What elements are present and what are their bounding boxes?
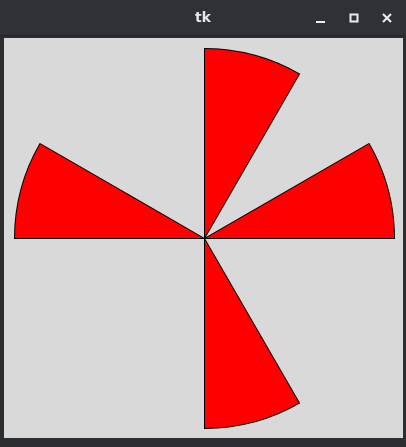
close-button[interactable] bbox=[378, 8, 398, 28]
window-bottom-border bbox=[0, 438, 406, 447]
minimize-icon bbox=[316, 21, 325, 23]
title-bar[interactable]: tk bbox=[0, 0, 406, 36]
minimize-button[interactable] bbox=[311, 8, 331, 28]
close-icon bbox=[382, 13, 392, 23]
window-right-border bbox=[403, 36, 406, 438]
window-left-border bbox=[0, 36, 4, 438]
maximize-icon bbox=[349, 13, 359, 23]
maximize-button[interactable] bbox=[344, 8, 364, 28]
tk-canvas[interactable] bbox=[4, 38, 403, 438]
pie-wedge-1 bbox=[202, 142, 396, 239]
pie-wedge-4 bbox=[204, 47, 301, 241]
pie-wedge-3 bbox=[204, 236, 301, 430]
pie-wedge-2 bbox=[13, 142, 207, 239]
canvas-drawing bbox=[13, 47, 396, 430]
window-title: tk bbox=[194, 10, 211, 26]
